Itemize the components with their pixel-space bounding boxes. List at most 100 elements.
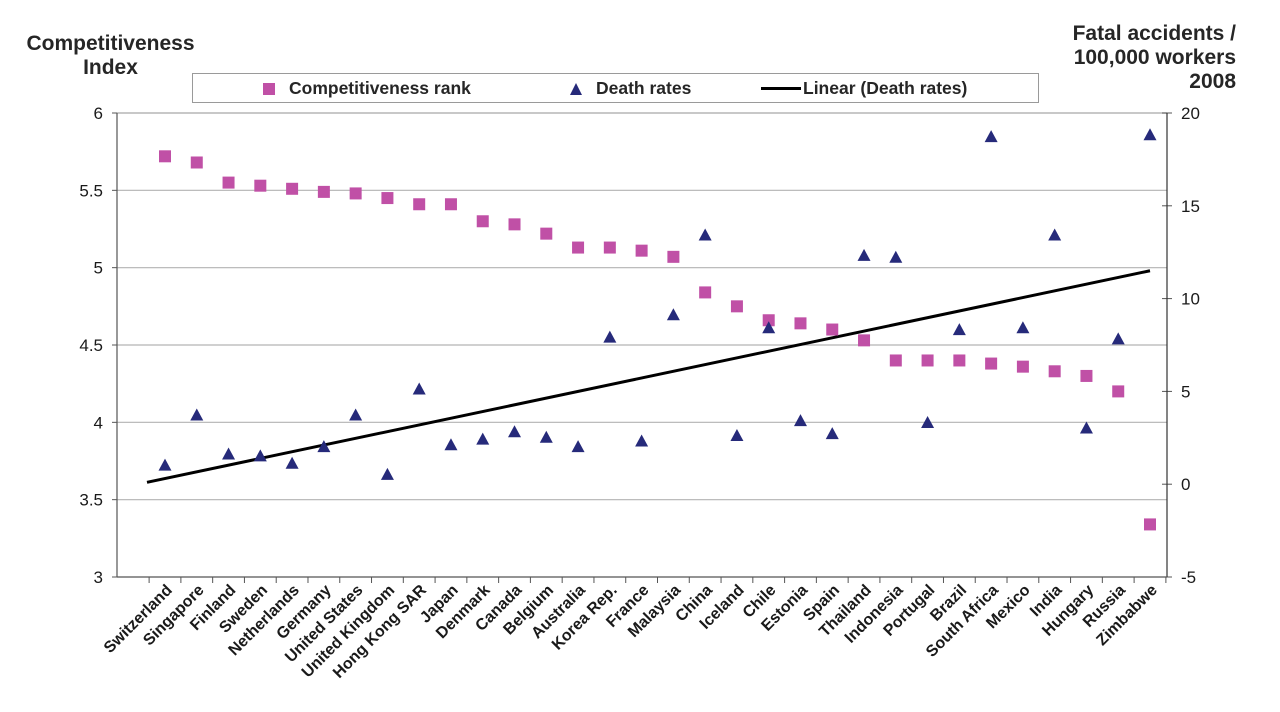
death-rate-point	[1016, 321, 1030, 334]
line-marker-icon	[761, 87, 801, 90]
competitiveness-point	[667, 250, 680, 263]
left-tick-label: 3	[94, 568, 103, 587]
right-tick-label: 0	[1181, 475, 1190, 494]
death-rate-point	[825, 427, 839, 440]
death-rate-point	[603, 330, 617, 343]
death-rate-point	[190, 408, 204, 421]
competitiveness-point	[190, 156, 203, 169]
competitiveness-point	[572, 241, 585, 254]
left-tick-label: 4	[94, 413, 103, 432]
right-axis-title-line2: 100,000 workers	[1073, 46, 1236, 69]
death-rate-point	[476, 432, 490, 445]
competitiveness-point	[794, 317, 807, 330]
competitiveness-point	[540, 227, 553, 240]
right-axis-title-line3: 2008	[1189, 70, 1236, 93]
left-tick-label: 5	[94, 259, 103, 278]
competitiveness-point	[826, 323, 839, 336]
x-axis-labels: SwitzerlandSingaporeFinlandSwedenNetherl…	[101, 581, 1161, 681]
legend-label-death-rates: Death rates	[596, 78, 692, 98]
competitiveness-point	[1144, 518, 1156, 531]
left-tick-label: 6	[94, 104, 103, 123]
death-rate-point	[698, 228, 712, 241]
death-rate-point	[1079, 421, 1093, 434]
competitiveness-point	[985, 357, 998, 370]
death-rate-point	[412, 382, 426, 395]
competitiveness-point	[635, 244, 648, 257]
death-rate-point	[921, 415, 935, 428]
competitiveness-point	[1016, 360, 1029, 373]
legend-label-linear: Linear (Death rates)	[803, 78, 968, 98]
death-rate-point	[857, 248, 871, 261]
legend-item-linear: Linear (Death rates)	[761, 78, 967, 99]
competitiveness-point	[254, 179, 267, 192]
competitiveness-point	[508, 218, 521, 231]
right-tick-label: 20	[1181, 104, 1200, 123]
triangle-marker-icon	[570, 82, 582, 95]
death-rate-point	[984, 130, 998, 143]
competitiveness-point	[381, 192, 394, 205]
death-rate-point	[571, 440, 585, 453]
death-rate-point	[317, 440, 331, 453]
left-axis-title-line1: Competitiveness	[26, 32, 195, 55]
left-tick-label: 5.5	[79, 181, 103, 200]
competitiveness-point	[349, 187, 362, 200]
death-rate-point	[1111, 332, 1125, 345]
competitiveness-point	[762, 314, 775, 327]
competitiveness-point	[889, 354, 902, 367]
legend: Competitiveness rank Death rates Linear …	[192, 73, 1039, 103]
competitiveness-point	[159, 150, 171, 163]
left-tick-label: 3.5	[79, 491, 103, 510]
competitiveness-point	[921, 354, 934, 367]
competitiveness-point	[699, 286, 712, 299]
right-axis-title-line1: Fatal accidents /	[1072, 22, 1236, 45]
death-rate-point	[635, 434, 649, 447]
death-rate-point	[253, 449, 267, 462]
death-rate-point	[158, 458, 172, 471]
competitiveness-point	[476, 215, 489, 228]
death-rate-point	[539, 430, 553, 443]
death-rate-point	[285, 456, 299, 469]
left-tick-label: 4.5	[79, 336, 103, 355]
competitiveness-series	[159, 150, 1156, 531]
competitiveness-point	[858, 334, 871, 347]
trendline-group	[146, 269, 1151, 484]
competitiveness-point	[1080, 369, 1093, 382]
competitiveness-point	[730, 300, 743, 313]
legend-label-competitiveness: Competitiveness rank	[289, 78, 471, 98]
legend-item-death-rates: Death rates	[570, 78, 691, 99]
competitiveness-point	[1112, 385, 1125, 398]
trendline	[146, 269, 1151, 484]
axes: 3 3.5 4 4.5 5 5.5 6 -5 0 5 10 15 20	[79, 104, 1200, 587]
death-rate-point	[730, 428, 744, 441]
legend-item-competitiveness: Competitiveness rank	[263, 78, 471, 99]
death-rate-point	[1048, 228, 1062, 241]
left-axis-title-line2: Index	[83, 56, 138, 79]
death-rate-point	[349, 408, 363, 421]
right-tick-label: -5	[1181, 568, 1196, 587]
death-rate-point	[222, 447, 236, 460]
competitiveness-point	[444, 198, 457, 211]
competitiveness-point	[953, 354, 966, 367]
right-tick-label: 10	[1181, 290, 1200, 309]
death-rate-point	[889, 250, 903, 263]
death-rate-point	[762, 321, 776, 334]
death-rate-point	[666, 308, 680, 321]
competitiveness-point	[317, 185, 330, 198]
gridlines	[117, 112, 1167, 501]
right-axis-title: Fatal accidents / 100,000 workers 2008	[1040, 22, 1236, 94]
right-tick-label: 5	[1181, 382, 1190, 401]
left-axis-title: Competitiveness Index	[8, 32, 213, 80]
death-rate-point	[952, 323, 966, 336]
death-rate-point	[444, 438, 458, 451]
competitiveness-point	[1048, 365, 1061, 378]
competitiveness-point	[222, 176, 235, 189]
competitiveness-point	[413, 198, 426, 211]
right-tick-label: 15	[1181, 197, 1200, 216]
death-rates-series	[158, 128, 1157, 480]
competitiveness-point	[603, 241, 616, 254]
square-marker-icon	[263, 82, 275, 95]
death-rate-point	[1143, 128, 1157, 141]
competitiveness-point	[286, 182, 299, 195]
death-rate-point	[508, 425, 522, 438]
